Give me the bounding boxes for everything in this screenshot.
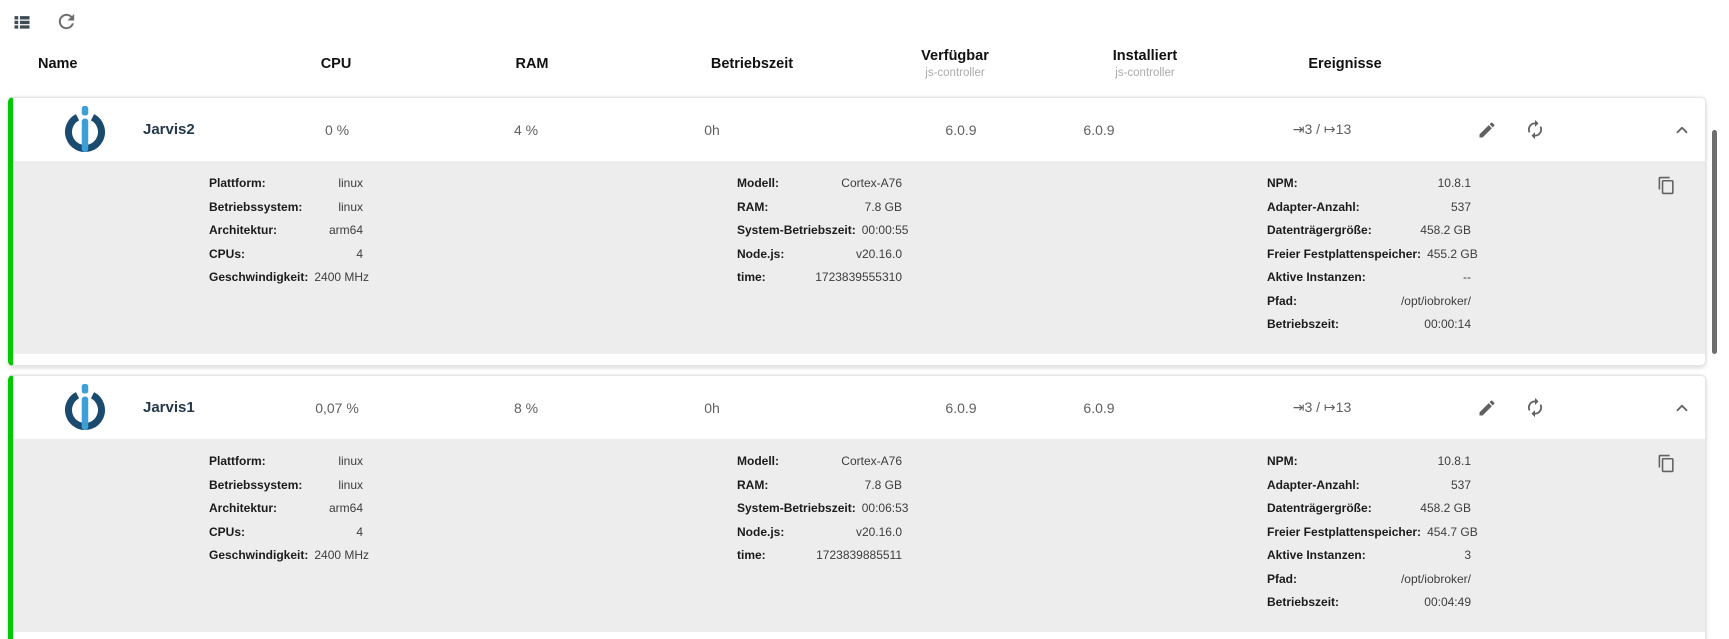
host-name: Jarvis1: [143, 399, 195, 416]
copy-icon[interactable]: [1657, 176, 1676, 195]
host-row[interactable]: Jarvis1 0,07 % 8 % 0h 6.0.9 6.0.9 ⇥3 / ↦…: [13, 376, 1705, 439]
detail-column-software: NPM: 10.8.1 Adapter-Anzahl: 537 Datenträge…: [1267, 450, 1478, 615]
iobroker-logo-icon: [61, 383, 109, 431]
copy-icon[interactable]: [1657, 454, 1676, 473]
detail-row: Geschwindigkeit: 2400 MHz: [209, 548, 370, 562]
detail-row: CPUs: 4: [209, 524, 363, 539]
column-header-cpu: CPU: [320, 56, 352, 72]
host-available-version: 6.0.9: [945, 399, 977, 416]
vertical-scrollbar[interactable]: [1712, 130, 1717, 354]
host-events-value: ⇥3 / ↦13: [1292, 121, 1352, 137]
edit-pencil-icon[interactable]: [1477, 98, 1497, 161]
host-installed-version: 6.0.9: [1083, 399, 1115, 416]
detail-row: Aktive Instanzen: 3: [1267, 548, 1471, 562]
detail-column-system: Plattform: linux Betriebssystem: linux Arc…: [209, 450, 370, 568]
column-header-uptime: Betriebszeit: [710, 56, 794, 72]
host-name: Jarvis2: [143, 121, 195, 138]
host-cpu-value: 0,07 %: [315, 399, 359, 416]
edit-pencil-icon[interactable]: [1477, 376, 1497, 439]
detail-row: Betriebssystem: linux: [209, 477, 363, 492]
detail-row: System-Betriebszeit: 00:06:53: [737, 501, 909, 515]
detail-row: Freier Festplattenspeicher: 455.2 GB: [1267, 246, 1478, 261]
detail-column-hardware: Modell: Cortex-A76 RAM: 7.8 GB System-Betr…: [737, 450, 909, 568]
iobroker-logo-icon: [61, 105, 109, 153]
list-view-icon[interactable]: [12, 12, 32, 32]
detail-row: Adapter-Anzahl: 537: [1267, 199, 1471, 214]
detail-row: RAM: 7.8 GB: [737, 477, 902, 492]
column-header-events: Ereignisse: [1308, 56, 1382, 72]
detail-row: Plattform: linux: [209, 454, 363, 468]
detail-row: RAM: 7.8 GB: [737, 199, 902, 214]
detail-row: time: 1723839555310: [737, 270, 902, 284]
host-detail-panel: Plattform: linux Betriebssystem: linux Arc…: [13, 161, 1705, 354]
detail-column-hardware: Modell: Cortex-A76 RAM: 7.8 GB System-Betr…: [737, 172, 909, 290]
detail-row: Betriebszeit: 00:04:49: [1267, 595, 1471, 609]
detail-row: Node.js: v20.16.0: [737, 524, 902, 539]
column-header-ram: RAM: [515, 56, 549, 72]
column-header-installed: Installiert: [1112, 48, 1178, 64]
column-header-available: Verfügbar: [921, 48, 989, 64]
restart-sync-icon[interactable]: [1525, 98, 1546, 161]
detail-row: time: 1723839885511: [737, 548, 902, 562]
host-card-jarvis1: Jarvis1 0,07 % 8 % 0h 6.0.9 6.0.9 ⇥3 / ↦…: [8, 375, 1706, 639]
host-detail-panel: Plattform: linux Betriebssystem: linux Arc…: [13, 439, 1705, 632]
host-uptime-value: 0h: [704, 399, 720, 416]
detail-row: Datenträgergröße: 458.2 GB: [1267, 501, 1471, 515]
detail-row: Adapter-Anzahl: 537: [1267, 477, 1471, 492]
detail-row: Pfad:/opt/iobroker/: [1267, 293, 1471, 308]
collapse-chevron-up-icon[interactable]: [1673, 98, 1691, 161]
host-available-version: 6.0.9: [945, 121, 977, 138]
host-events-value: ⇥3 / ↦13: [1292, 399, 1352, 415]
detail-row: Architektur: arm64: [209, 501, 363, 515]
detail-row: Datenträgergröße: 458.2 GB: [1267, 223, 1471, 237]
host-uptime-value: 0h: [704, 121, 720, 138]
detail-row: CPUs: 4: [209, 246, 363, 261]
column-subheader-installed: js-controller: [1115, 67, 1175, 79]
detail-row: Modell: Cortex-A76: [737, 176, 902, 190]
detail-row: Architektur: arm64: [209, 223, 363, 237]
host-card-jarvis2: Jarvis2 0 % 4 % 0h 6.0.9 6.0.9 ⇥3 / ↦13 …: [8, 97, 1706, 366]
column-header-name: Name: [38, 56, 78, 72]
host-row[interactable]: Jarvis2 0 % 4 % 0h 6.0.9 6.0.9 ⇥3 / ↦13: [13, 98, 1705, 161]
detail-row: Aktive Instanzen: --: [1267, 270, 1471, 284]
detail-row: Plattform: linux: [209, 176, 363, 190]
detail-row: Geschwindigkeit: 2400 MHz: [209, 270, 370, 284]
detail-row: System-Betriebszeit: 00:00:55: [737, 223, 909, 237]
host-cpu-value: 0 %: [324, 121, 350, 138]
detail-column-software: NPM: 10.8.1 Adapter-Anzahl: 537 Datenträge…: [1267, 172, 1478, 337]
detail-row: Freier Festplattenspeicher: 454.7 GB: [1267, 524, 1478, 539]
detail-row: Modell: Cortex-A76: [737, 454, 902, 468]
detail-row: Node.js: v20.16.0: [737, 246, 902, 261]
detail-row: NPM: 10.8.1: [1267, 454, 1471, 468]
detail-row: Betriebssystem: linux: [209, 199, 363, 214]
collapse-chevron-up-icon[interactable]: [1673, 376, 1691, 439]
host-ram-value: 4 %: [513, 121, 539, 138]
refresh-icon[interactable]: [55, 10, 78, 33]
detail-row: NPM: 10.8.1: [1267, 176, 1471, 190]
host-installed-version: 6.0.9: [1083, 121, 1115, 138]
detail-column-system: Plattform: linux Betriebssystem: linux Arc…: [209, 172, 370, 290]
restart-sync-icon[interactable]: [1525, 376, 1546, 439]
host-ram-value: 8 %: [513, 399, 539, 416]
column-subheader-available: js-controller: [925, 67, 985, 79]
detail-row: Pfad:/opt/iobroker/: [1267, 571, 1471, 586]
detail-row: Betriebszeit: 00:00:14: [1267, 317, 1471, 331]
